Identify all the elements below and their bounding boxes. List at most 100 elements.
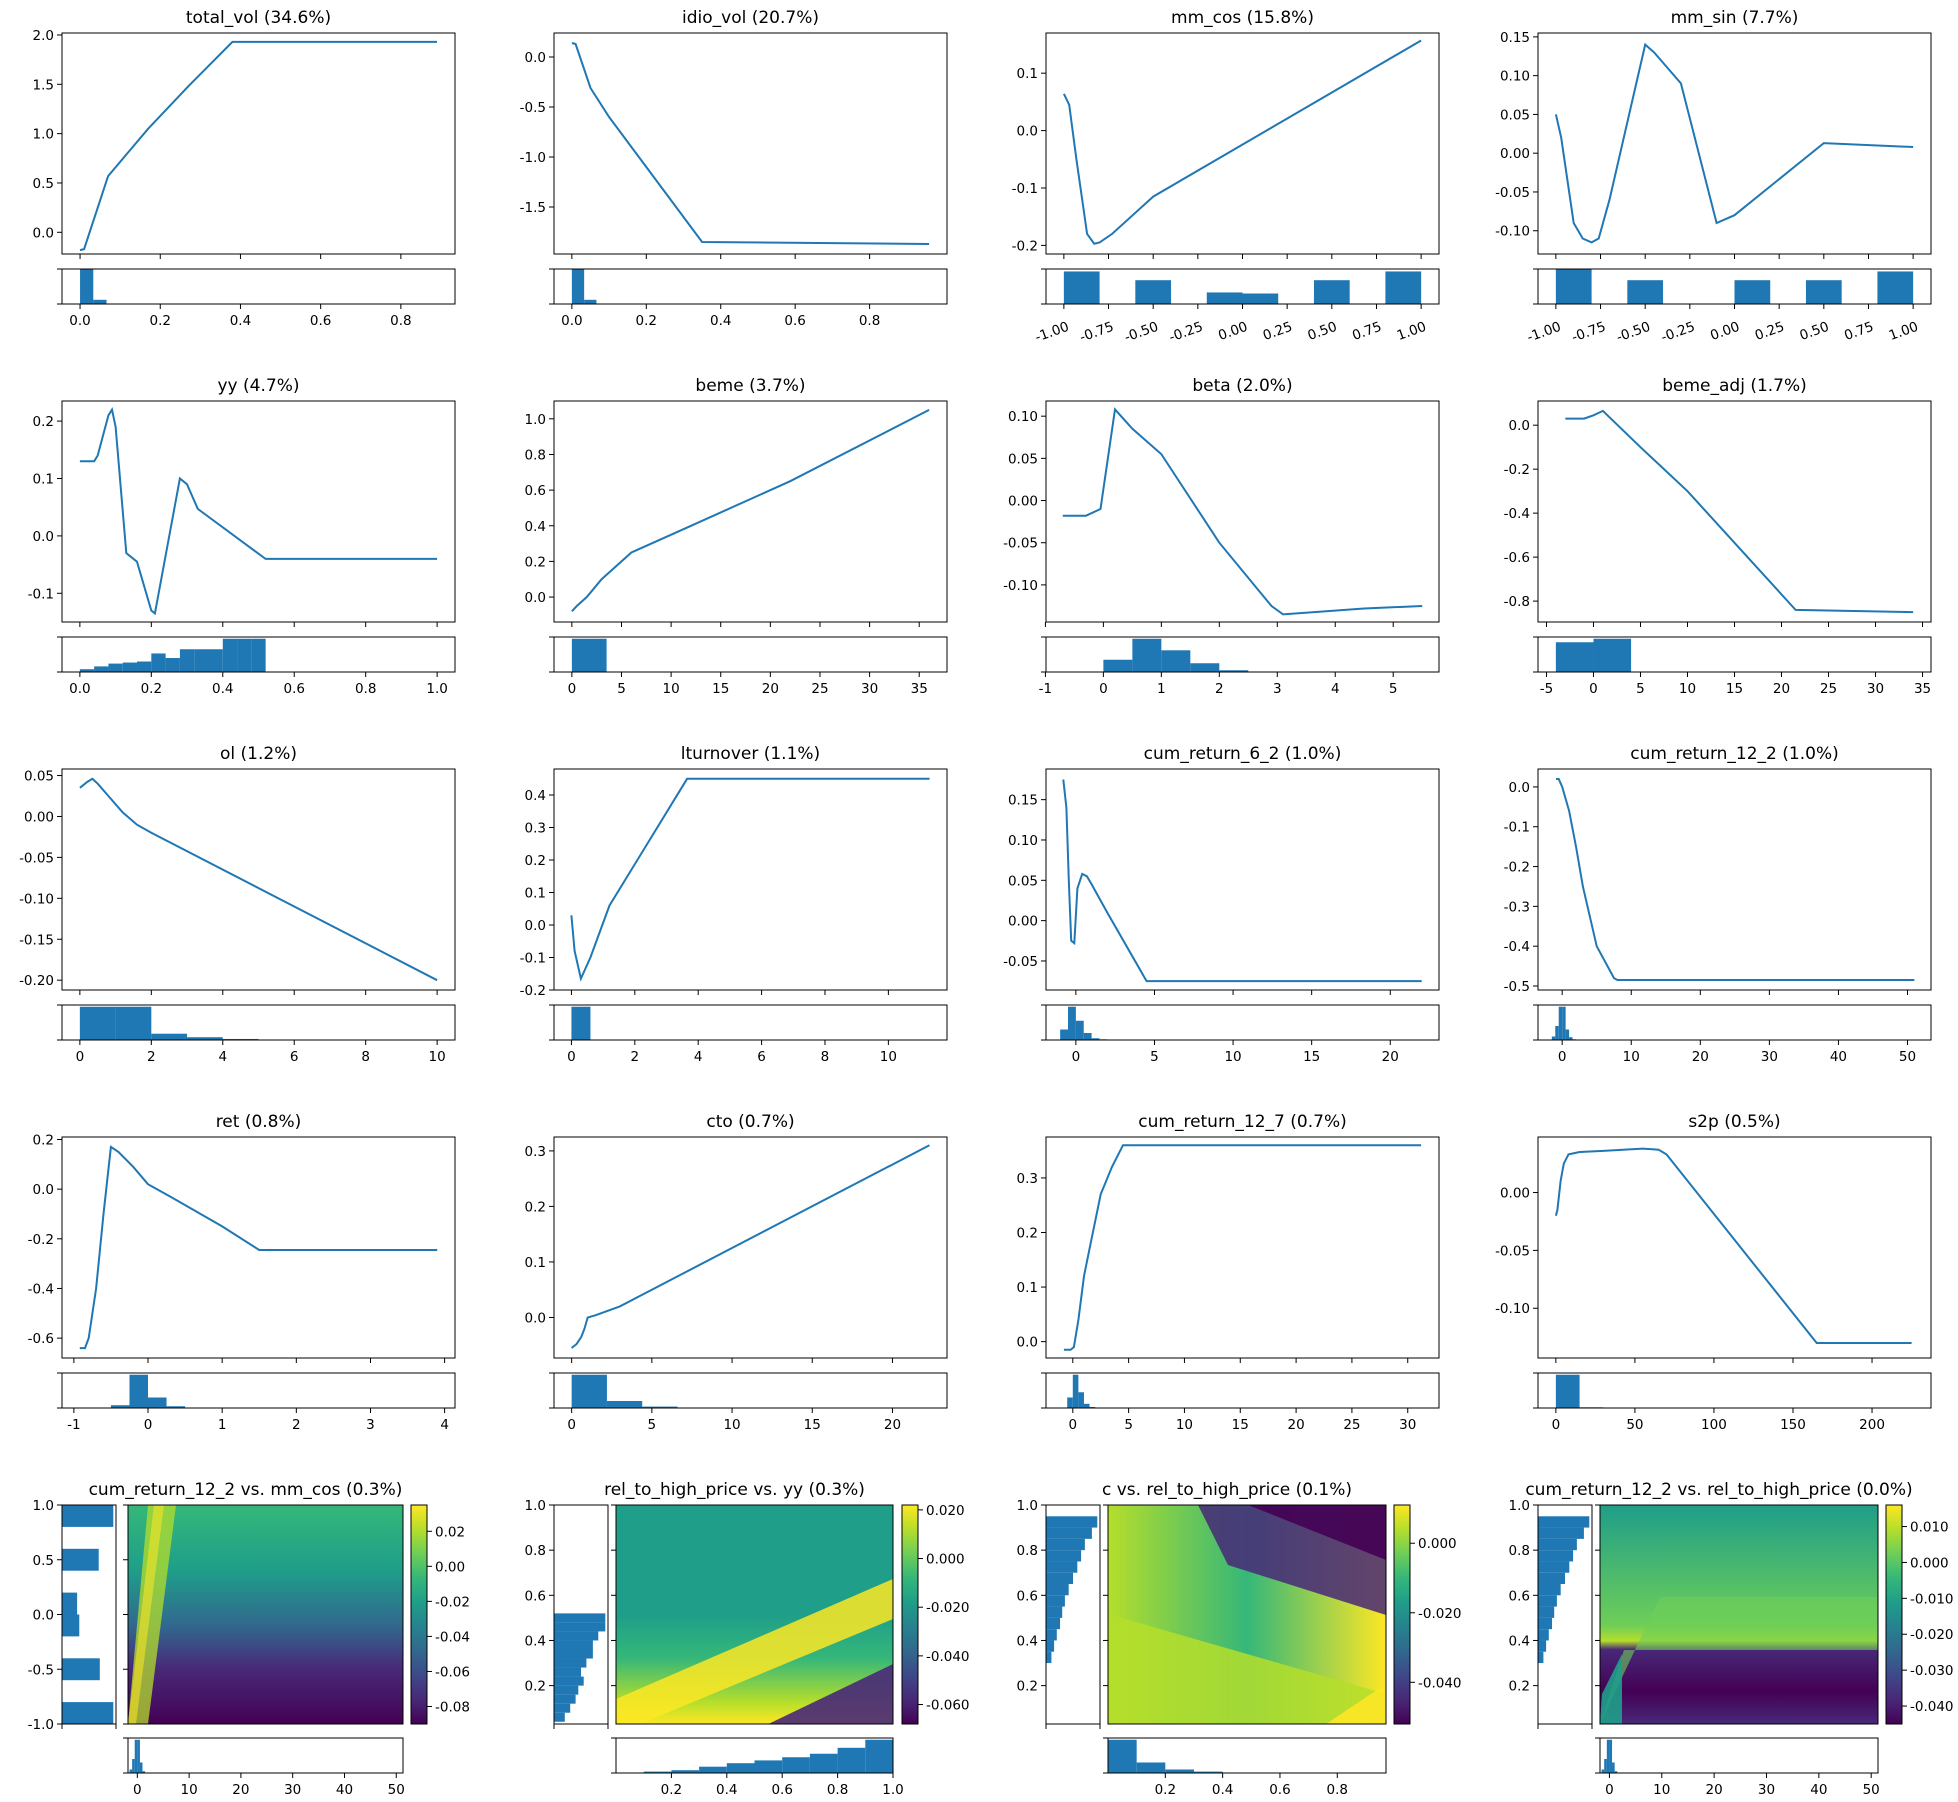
- colorbar-tick-label: 0.000: [1418, 1536, 1457, 1552]
- y-tick-label: 0.4: [525, 1633, 546, 1649]
- x-tick-label: 10: [723, 1417, 740, 1433]
- x-hist-bar: [782, 1757, 810, 1773]
- plot-frame: [61, 400, 456, 623]
- colorbar-tick-label: -0.040: [1910, 1699, 1954, 1715]
- chart-panel-16: s2p (0.5%) 0.00 -0.05 -0.10 0 50 100 150 200: [1495, 1112, 1932, 1433]
- colorbar-tick-label: -0.010: [1910, 1591, 1954, 1607]
- hist-bar: [1089, 1406, 1096, 1408]
- y-tick-label: 0.05: [1500, 107, 1530, 123]
- y-hist-bar: [1046, 1640, 1055, 1652]
- y-tick-label: 0.0: [33, 529, 54, 545]
- x-hist-bar: [139, 1762, 143, 1773]
- pd-line: [1554, 42, 1914, 244]
- hist-bar: [1067, 1397, 1073, 1408]
- hist-frame: [1045, 636, 1440, 673]
- x-tick-label: 0: [1099, 681, 1108, 697]
- colorbar-tick-label: -0.06: [435, 1664, 470, 1680]
- chart-title: lturnover (1.1%): [681, 744, 820, 764]
- x-tick-label: 15: [1303, 1049, 1320, 1065]
- y-hist-bar: [1538, 1651, 1544, 1664]
- y-hist-bar: [1046, 1651, 1052, 1664]
- y-tick-label: -0.05: [19, 850, 54, 866]
- hist-bar: [1562, 1006, 1566, 1040]
- hist-frame: [553, 1372, 948, 1409]
- x-hist-bar: [137, 1739, 140, 1773]
- colorbar-tick-label: -0.020: [1910, 1627, 1954, 1643]
- hist-bar: [1558, 1006, 1563, 1040]
- y-tick-label: -0.20: [19, 973, 54, 989]
- y-hist-bar: [1538, 1516, 1590, 1528]
- x-tick-label: 0.8: [827, 1782, 848, 1798]
- plot-frame: [1537, 1136, 1932, 1359]
- pd-line: [570, 777, 930, 982]
- y-hist-bar: [554, 1613, 606, 1623]
- pd-line: [1556, 778, 1915, 981]
- y-tick-label: -0.4: [28, 1281, 54, 1297]
- hist-bar: [1135, 280, 1172, 304]
- y-hist-bar: [1046, 1516, 1098, 1528]
- y-tick-label: -0.2: [1504, 462, 1530, 478]
- y-hist-frame: [1537, 1504, 1593, 1725]
- x-tick-label: 25: [811, 681, 828, 697]
- y-tick-label: 0.1: [1017, 1280, 1038, 1296]
- y-tick-label: -0.1: [28, 586, 54, 602]
- hist-bar: [151, 653, 166, 672]
- x-tick-label: 10: [429, 1049, 446, 1065]
- y-hist-bar: [1538, 1538, 1577, 1551]
- plot-frame: [61, 1136, 456, 1359]
- plot-frame: [1537, 768, 1932, 991]
- hist-bar: [115, 1006, 152, 1040]
- x-hist-bar: [837, 1747, 866, 1773]
- x-tick-label: 2: [147, 1049, 156, 1065]
- colorbar-tick-label: -0.030: [1910, 1663, 1954, 1679]
- y-tick-label: -0.10: [1003, 578, 1038, 594]
- heatmap-ridge: [128, 1505, 164, 1724]
- y-tick-label: -0.2: [1012, 238, 1038, 254]
- x-tick-label: -1: [67, 1417, 80, 1433]
- plot-frame: [553, 1136, 948, 1359]
- y-hist-frame: [553, 1504, 609, 1725]
- x-tick-label: 10: [1679, 681, 1696, 697]
- chart-title: beme_adj (1.7%): [1662, 376, 1807, 396]
- y-tick-label: 0.10: [1008, 409, 1038, 425]
- y-tick-label: 0.0: [33, 225, 54, 241]
- y-hist-bar: [554, 1703, 571, 1713]
- x-tick-label: 20: [884, 1417, 901, 1433]
- y-tick-label: 0.2: [33, 1132, 54, 1148]
- y-hist-bar: [1538, 1550, 1574, 1562]
- x-tick-label: 20: [1692, 1049, 1709, 1065]
- hist-bar: [79, 1006, 116, 1040]
- heatmap-panel-4: cum_return_12_2 vs. rel_to_high_price (0…: [1509, 1480, 1954, 1798]
- hist-bar: [1385, 271, 1422, 304]
- hist-bar: [1313, 280, 1350, 304]
- x-hist-bar: [142, 1771, 146, 1773]
- pd-line: [1554, 1147, 1912, 1344]
- x-tick-label: 5: [617, 681, 626, 697]
- x-tick-label: 30: [1399, 1417, 1416, 1433]
- y-tick-label: 0.2: [1509, 1679, 1530, 1695]
- y-hist-bar: [1046, 1606, 1063, 1618]
- hist-bar: [108, 663, 123, 672]
- hist-bar: [571, 1006, 591, 1040]
- x-tick-label: 20: [1287, 1417, 1304, 1433]
- x-tick-label: 6: [757, 1049, 766, 1065]
- y-tick-label: 0.05: [1008, 873, 1038, 889]
- chart-title: cum_return_12_7 (0.7%): [1138, 1112, 1346, 1132]
- y-tick-label: -0.4: [1504, 939, 1530, 955]
- x-tick-label: 6: [290, 1049, 299, 1065]
- y-tick-label: 0.5: [33, 176, 54, 192]
- y-hist-bar: [554, 1631, 599, 1641]
- y-tick-label: 0.2: [525, 853, 546, 869]
- y-tick-label: -0.05: [1495, 1243, 1530, 1259]
- x-hist-bar: [699, 1766, 727, 1773]
- y-tick-label: -0.2: [28, 1232, 54, 1248]
- x-tick-label: 20: [232, 1782, 249, 1798]
- plot-frame: [61, 32, 456, 255]
- x-tick-label: 0.4: [1212, 1782, 1233, 1798]
- y-tick-label: 0.1: [525, 886, 546, 902]
- y-tick-label: 0.2: [33, 414, 54, 430]
- hist-bar: [1206, 292, 1243, 304]
- y-tick-label: -0.3: [1504, 899, 1530, 915]
- x-tick-label: 35: [1914, 681, 1931, 697]
- x-tick-label: 3: [1273, 681, 1282, 697]
